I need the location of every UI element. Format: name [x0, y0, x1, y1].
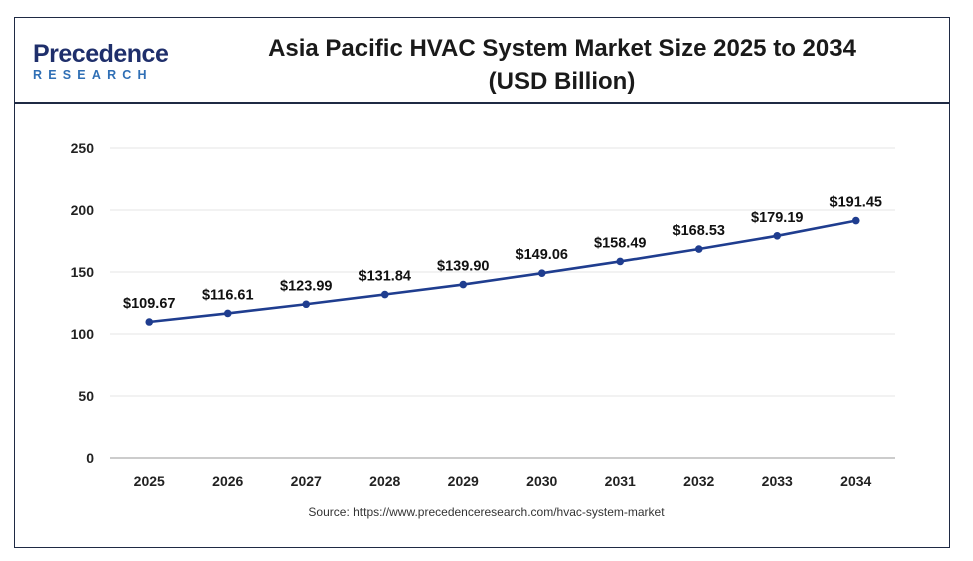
data-label: $131.84 [359, 269, 411, 285]
chart-header: Precedence RESEARCH Asia Pacific HVAC Sy… [15, 18, 949, 104]
x-tick-label: 2032 [683, 473, 714, 489]
data-point [694, 245, 703, 253]
x-tick-label: 2033 [762, 473, 793, 489]
chart-frame: Precedence RESEARCH Asia Pacific HVAC Sy… [14, 17, 950, 548]
data-point [537, 269, 546, 277]
data-point [616, 257, 625, 266]
x-tick-label: 2034 [840, 473, 871, 489]
series-line [149, 219, 856, 324]
data-point [380, 290, 389, 299]
chart-title-line2: (USD Billion) [488, 68, 636, 95]
data-label: $191.45 [830, 195, 882, 211]
data-point [773, 232, 782, 240]
data-label: $139.90 [437, 259, 489, 275]
x-tick-label: 2027 [291, 473, 322, 489]
data-point [145, 318, 154, 326]
data-label: $149.06 [516, 247, 568, 263]
y-tick-label: 250 [71, 140, 95, 156]
data-point [302, 300, 311, 309]
data-label: $123.99 [280, 278, 332, 294]
y-tick-label: 50 [78, 388, 94, 404]
chart-title-line1: Asia Pacific HVAC System Market Size 202… [268, 35, 856, 62]
y-tick-label: 150 [71, 264, 95, 280]
x-tick-label: 2031 [605, 473, 636, 489]
data-label: $109.67 [123, 296, 175, 312]
data-point [223, 309, 232, 318]
data-point [851, 216, 860, 225]
data-point [459, 280, 468, 289]
data-label: $116.61 [202, 287, 254, 303]
x-tick-label: 2029 [448, 473, 479, 489]
x-tick-label: 2025 [134, 473, 165, 489]
chart-title: Asia Pacific HVAC System Market Size 202… [185, 32, 939, 98]
y-tick-label: 0 [86, 450, 94, 466]
source-note: Source: https://www.precedenceresearch.c… [308, 505, 665, 519]
x-tick-label: 2026 [212, 473, 243, 489]
x-tick-label: 2028 [369, 473, 400, 489]
logo-wordmark: Precedence [33, 40, 169, 68]
x-tick-label: 2030 [526, 473, 557, 489]
data-label: $179.19 [751, 210, 803, 226]
brand-logo: Precedence RESEARCH [33, 40, 169, 83]
logo-subtitle: RESEARCH [33, 68, 153, 82]
data-label: $158.49 [594, 235, 646, 251]
y-tick-label: 200 [71, 202, 95, 218]
y-tick-label: 100 [71, 326, 95, 342]
data-label: $168.53 [673, 223, 725, 239]
